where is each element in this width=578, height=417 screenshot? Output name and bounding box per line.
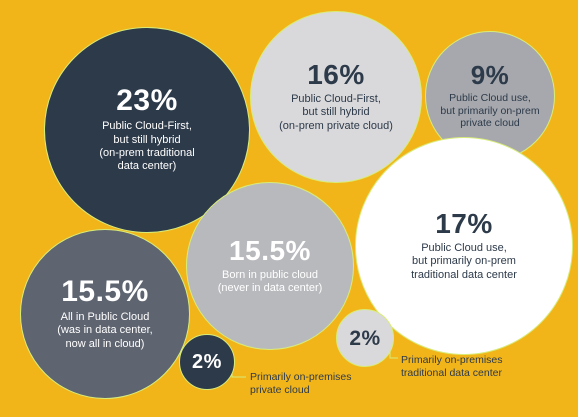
bubble-0: 23% Public Cloud-First, but still hybrid (o… (44, 27, 250, 233)
bubble-desc-line: data center) (117, 160, 177, 173)
leader-line (231, 372, 246, 378)
bubble-value: 15.5% (229, 234, 311, 266)
bubble-desc-line: Primarily on-premises (401, 354, 503, 366)
bubble-4: 15.5% Born in public cloud (never in data … (186, 182, 354, 350)
bubble-external-label: Primarily on-premises private cloud (250, 371, 352, 397)
bubble-desc-line: (was in data center, (57, 324, 153, 337)
bubble-desc-line: but primarily on-prem (412, 255, 516, 268)
bubble-7: 2% (336, 309, 394, 367)
bubble-desc-line: now all in cloud) (65, 337, 145, 350)
bubble-desc-line: Public Cloud use, (421, 241, 507, 254)
bubble-value: 23% (116, 84, 178, 118)
bubble-desc-line: Born in public cloud (221, 268, 318, 281)
bubble-desc-line: Public Cloud-First, (102, 120, 192, 133)
bubble-value: 9% (470, 59, 510, 90)
bubble-1: 16% Public Cloud-First, but still hybrid (o… (250, 11, 422, 183)
bubble-desc-line: Public Cloud-First, (291, 92, 381, 105)
bubble-desc-line: Public Cloud use, (449, 91, 531, 104)
bubble-desc-line: private cloud (250, 384, 310, 397)
bubble-desc-line: but still hybrid (113, 133, 181, 146)
bubble-desc-line: (never in data center) (217, 282, 323, 294)
bubble-value: 17% (435, 207, 493, 239)
bubble-desc-line: (on-prem traditional (99, 147, 195, 159)
bubble-value: 15.5% (61, 274, 149, 308)
bubble-desc-line: All in Public Cloud (60, 310, 150, 323)
leader-line (389, 352, 398, 359)
bubble-value: 2% (192, 351, 222, 373)
bubble-desc-line: but primarily on-prem (440, 104, 540, 117)
bubble-external-label: Primarily on-premises traditional data ce… (401, 354, 503, 380)
bubble-desc-line: private cloud (460, 117, 520, 130)
bubble-value: 2% (349, 326, 381, 350)
bubble-6: 2% (179, 334, 235, 390)
bubble-desc-line: but still hybrid (302, 106, 370, 119)
bubble-value: 16% (307, 58, 365, 90)
bubble-desc-line: Primarily on-premises (250, 371, 352, 383)
bubble-desc-line: traditional data center (401, 367, 502, 380)
bubble-5: 15.5% All in Public Cloud (was in data cen… (20, 229, 190, 399)
bubble-desc-line: (on-prem private cloud) (279, 119, 393, 132)
bubble-3: 17% Public Cloud use, but primarily on-pre… (355, 137, 573, 355)
bubble-desc-line: traditional data center (411, 268, 517, 281)
